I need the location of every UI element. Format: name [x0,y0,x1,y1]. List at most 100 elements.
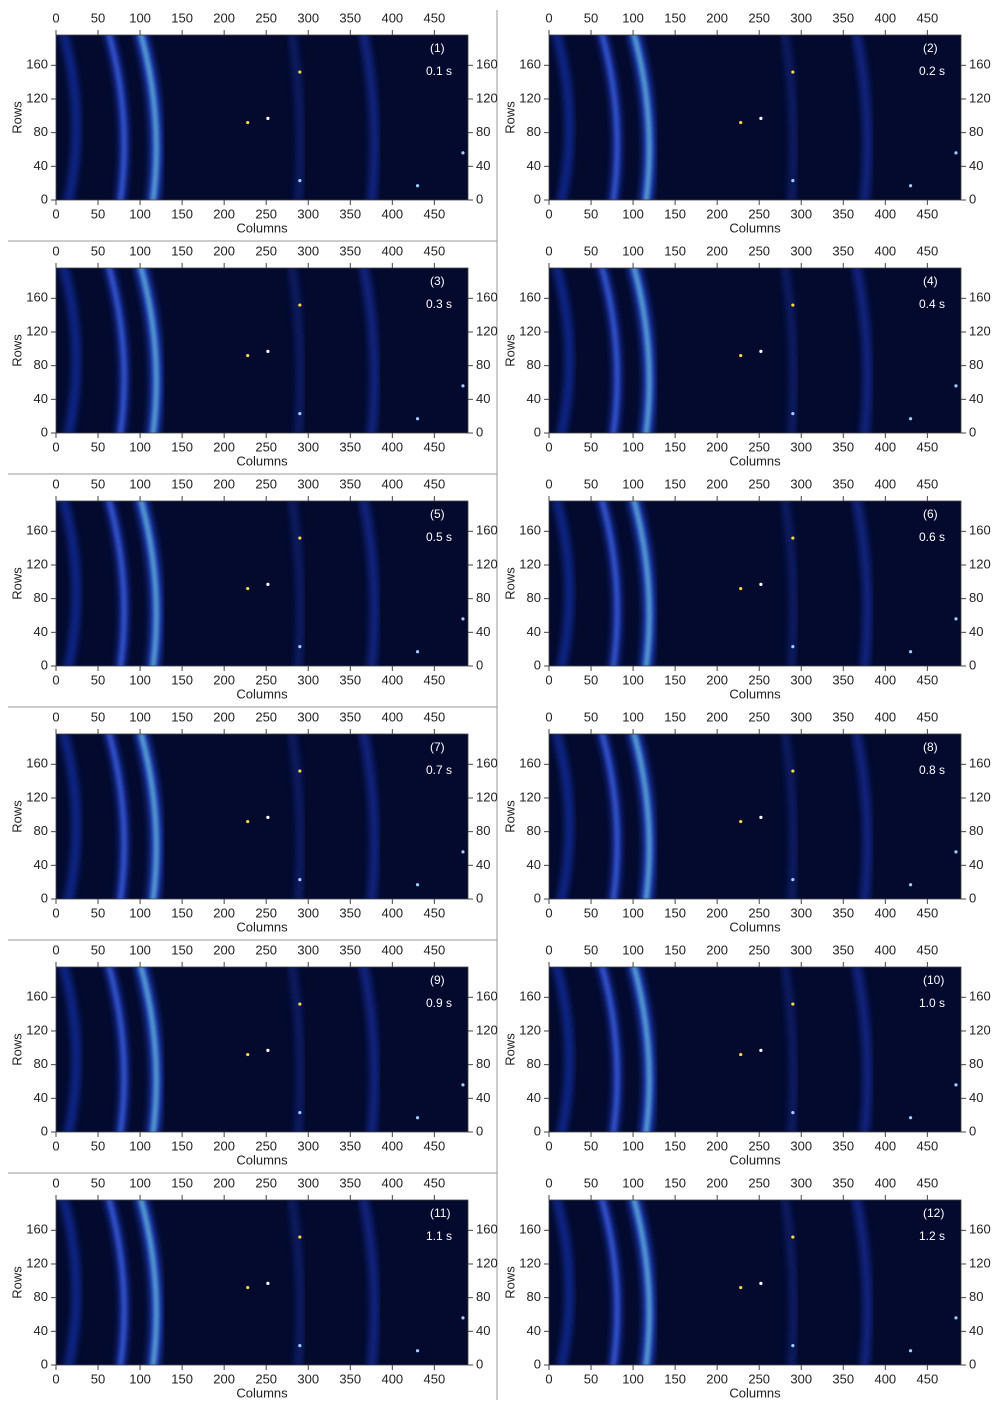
x-tick-label: 300 [790,1138,812,1153]
x-tick-label: 400 [874,439,896,454]
x-tick-label-top: 300 [297,942,319,957]
y-tick-label-right: 0 [476,1123,483,1138]
x-tick-label: 450 [424,672,446,687]
x-tick-label-top: 150 [664,942,686,957]
x-tick-label-top: 50 [91,10,105,25]
x-tick-label: 450 [917,206,939,221]
y-tick-label-right: 160 [476,989,498,1004]
x-tick-label-top: 150 [171,10,193,25]
spot [739,819,743,824]
ring [632,268,651,433]
x-tick-label-top: 350 [339,1175,361,1190]
spot [298,1002,302,1006]
x-tick-label-top: 150 [171,476,193,491]
x-tick-label: 100 [622,439,644,454]
x-tick-label-top: 350 [832,942,854,957]
x-tick-label: 450 [424,905,446,920]
spot [298,1344,302,1348]
spot [461,850,465,854]
x-tick-label-top: 100 [622,243,644,258]
x-tick-label-top: 200 [706,942,728,957]
x-tick-label-top: 350 [339,709,361,724]
x-axis-label: Columns [729,220,781,235]
x-tick-label: 50 [584,672,598,687]
y-tick-label: 80 [34,124,48,139]
ring [782,501,796,666]
ring [289,35,303,200]
y-tick-label-right: 160 [969,1222,991,1237]
x-tick-label-top: 250 [748,243,770,258]
x-tick-label: 250 [748,439,770,454]
image-content [554,35,958,200]
x-tick-label-top: 350 [832,709,854,724]
x-axis-label: Columns [236,686,288,701]
spot [791,1235,795,1239]
image-content [61,1200,465,1365]
x-tick-label-top: 200 [213,476,235,491]
x-tick-label: 50 [584,1138,598,1153]
x-tick-label: 150 [664,672,686,687]
x-tick-label: 200 [706,1138,728,1153]
x-tick-label-top: 50 [584,10,598,25]
x-tick-label-top: 50 [584,1175,598,1190]
x-tick-label: 150 [664,206,686,221]
ring [601,268,619,433]
y-tick-label-right: 40 [476,1323,490,1338]
ring [601,734,619,899]
y-tick-label-right: 0 [969,191,976,206]
x-tick-label-top: 350 [832,476,854,491]
ring [360,501,378,666]
y-tick-label-right: 120 [476,556,498,571]
image-content [554,501,958,666]
x-tick-label: 300 [297,905,319,920]
x-tick-label-top: 0 [52,476,59,491]
x-tick-label-top: 350 [832,1175,854,1190]
spot [791,1344,795,1348]
ring [108,1200,126,1365]
x-tick-label: 350 [832,439,854,454]
x-tick-label-top: 250 [255,1175,277,1190]
x-tick-label: 0 [52,1138,59,1153]
image-content [61,35,465,200]
x-tick-label: 450 [424,1138,446,1153]
x-tick-label: 100 [129,1138,151,1153]
spot [298,179,302,183]
x-tick-label: 450 [424,1371,446,1386]
x-tick-label-top: 250 [255,942,277,957]
spot [246,819,250,824]
y-tick-label-right: 40 [969,624,983,639]
time-label: 0.7 s [426,763,452,777]
x-tick-label: 50 [91,1138,105,1153]
spot [791,303,795,307]
image-content [61,501,465,666]
x-tick-label: 300 [790,1371,812,1386]
x-tick-label: 450 [917,1138,939,1153]
x-tick-label-top: 350 [832,243,854,258]
y-tick-label: 160 [519,1222,541,1237]
ring [632,501,651,666]
ring [360,268,378,433]
y-tick-label: 160 [519,756,541,771]
x-tick-label: 400 [874,1371,896,1386]
y-tick-label: 40 [34,1090,48,1105]
spot [298,769,302,773]
panel-label: (7) [430,740,445,754]
y-tick-label: 80 [34,823,48,838]
x-tick-label: 250 [255,672,277,687]
x-tick-label: 150 [664,905,686,920]
x-tick-label-top: 250 [255,243,277,258]
x-tick-label-top: 400 [874,476,896,491]
x-tick-label-top: 350 [339,942,361,957]
image-frame [55,1199,469,1366]
y-tick-label-right: 120 [969,1255,991,1270]
y-tick-label-right: 160 [476,756,498,771]
x-tick-label-top: 150 [664,1175,686,1190]
image-frame [548,733,962,900]
ring [601,35,619,200]
spot [298,536,302,540]
y-tick-label: 160 [519,523,541,538]
x-tick-label: 100 [622,206,644,221]
x-tick-label: 200 [706,206,728,221]
y-tick-label: 0 [534,424,541,439]
ring [108,268,126,433]
